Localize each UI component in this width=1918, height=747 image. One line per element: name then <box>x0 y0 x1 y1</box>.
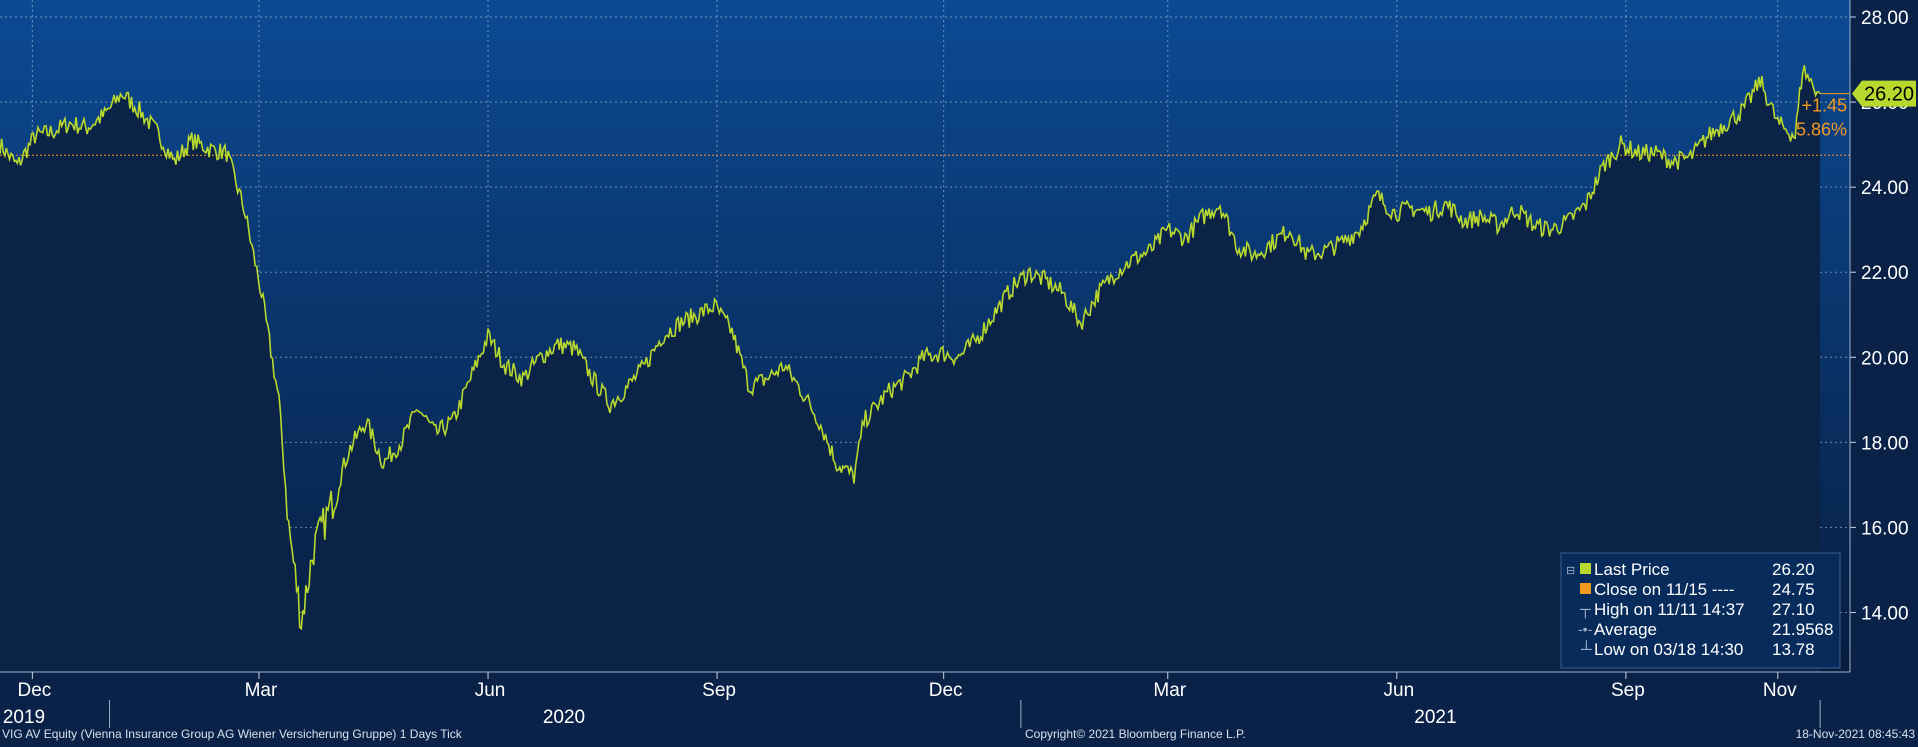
x-year-label-1: 2020 <box>543 707 585 728</box>
y-tick-label-7: 28.00 <box>1861 8 1909 29</box>
legend-marker-low-icon: ┴ <box>1580 640 1592 658</box>
x-month-label-8: Nov <box>1763 680 1797 701</box>
footer-timestamp: 18-Nov-2021 08:45:43 <box>1796 727 1916 741</box>
y-tick-label-0: 14.00 <box>1861 603 1909 624</box>
x-month-label-4: Dec <box>929 680 963 701</box>
x-axis: Dec Mar Jun Sep Dec Mar Jun Sep Nov 2019 2020 2021 <box>3 672 1821 728</box>
x-month-label-7: Sep <box>1611 680 1645 701</box>
x-month-label-5: Mar <box>1153 680 1186 701</box>
badge-shape <box>1852 80 1916 107</box>
y-tick-label-1: 16.00 <box>1861 518 1909 539</box>
x-year-label-2: 2021 <box>1414 707 1456 728</box>
legend-box <box>1560 552 1841 669</box>
y-tick-label-4: 22.00 <box>1861 263 1909 284</box>
legend-marker-close <box>1580 583 1591 594</box>
y-tick-label-5: 24.00 <box>1861 178 1909 199</box>
badge-value: 26.20 <box>1864 84 1914 106</box>
y-tick-label-3: 20.00 <box>1861 348 1909 369</box>
axis-background <box>1850 0 1918 742</box>
legend-marker-last-price <box>1580 563 1591 574</box>
xaxis-background <box>0 672 1850 742</box>
legend-label-high: High on 11/11 14:37 <box>1594 600 1745 619</box>
legend-value-last-price: 26.20 <box>1772 560 1815 579</box>
legend-collapse-icon[interactable]: ⊟ <box>1566 565 1575 577</box>
x-month-label-0: Dec <box>17 680 51 701</box>
price-line <box>0 65 1821 631</box>
x-month-label-1: Mar <box>245 680 278 701</box>
last-price-badge: 26.20 <box>1852 80 1916 107</box>
x-month-label-3: Sep <box>702 680 736 701</box>
x-year-label-0: 2019 <box>3 707 45 728</box>
change-percent: 5.86% <box>1796 120 1847 140</box>
legend-label-last-price: Last Price <box>1594 560 1670 579</box>
legend-value-average: 21.9568 <box>1772 620 1833 639</box>
footer-copyright: Copyright© 2021 Bloomberg Finance L.P. <box>1025 727 1246 741</box>
legend-value-high: 27.10 <box>1772 600 1815 619</box>
y-tick-label-2: 18.00 <box>1861 433 1909 454</box>
legend-value-close: 24.75 <box>1772 580 1815 599</box>
legend-label-average: Average <box>1594 620 1657 639</box>
legend-marker-high-icon: ┬ <box>1579 601 1591 619</box>
area-below-price <box>0 65 1821 672</box>
legend-value-low: 13.78 <box>1772 640 1815 659</box>
legend: ⊟ ┬ -•- ┴ Last Price 26.20 Close on 11/1… <box>1560 552 1841 669</box>
footer-security-description: VIG AV Equity (Vienna Insurance Group AG… <box>2 727 463 741</box>
legend-marker-average-icon: -•- <box>1578 621 1593 637</box>
change-absolute: +1.45 <box>1801 96 1847 116</box>
x-month-label-6: Jun <box>1384 680 1415 701</box>
legend-label-low: Low on 03/18 14:30 <box>1594 640 1743 659</box>
x-month-label-2: Jun <box>475 680 506 701</box>
legend-label-close: Close on 11/15 ---- <box>1594 580 1734 599</box>
